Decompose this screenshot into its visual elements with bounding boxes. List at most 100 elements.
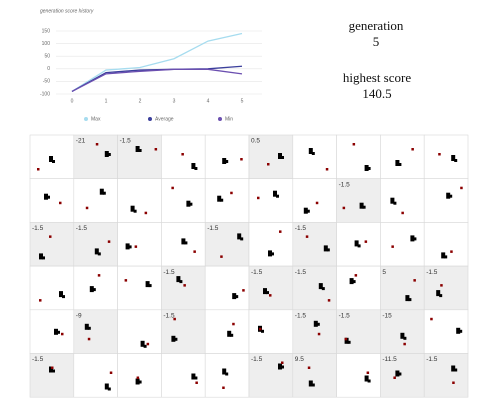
food: [181, 153, 184, 156]
food: [183, 284, 186, 287]
food: [95, 143, 99, 146]
legend-swatch: [218, 117, 222, 121]
cell-score: -1.5: [295, 225, 307, 232]
series-line: [71, 68, 243, 93]
food: [87, 337, 91, 341]
snake: [311, 152, 315, 155]
food: [257, 196, 260, 200]
snake: [446, 192, 451, 199]
legend-swatch: [84, 117, 88, 121]
game-cell: [248, 178, 294, 223]
game-cell: [73, 222, 118, 267]
food: [267, 163, 270, 166]
snake: [179, 280, 183, 284]
food: [438, 153, 441, 156]
food: [344, 337, 348, 341]
food: [342, 206, 346, 210]
game-cell: [161, 353, 206, 398]
snake: [240, 237, 244, 241]
snake: [410, 235, 415, 242]
snake: [57, 330, 60, 334]
game-cell: [161, 134, 206, 180]
game-cell: [292, 222, 337, 267]
food: [136, 376, 140, 379]
snake: [135, 146, 140, 152]
snake: [362, 205, 366, 209]
game-cell: [117, 309, 162, 354]
cell-score: -1.5: [251, 269, 263, 276]
food: [230, 191, 233, 195]
cell-score: -1.5: [339, 313, 351, 320]
game-cell: [29, 265, 75, 311]
snake: [220, 198, 224, 202]
x-tick-label: 5: [241, 98, 244, 104]
cell-score: -1.5: [339, 181, 351, 188]
cell-score: -1.5: [163, 313, 175, 320]
cell-score: -1.5: [426, 269, 438, 276]
snake: [138, 380, 142, 384]
game-cell: [380, 134, 425, 180]
food: [242, 289, 245, 292]
snake: [225, 160, 229, 163]
snake: [439, 294, 443, 298]
game-cell: [423, 353, 469, 398]
food: [430, 317, 433, 321]
snake: [405, 295, 410, 302]
game-cell: [423, 222, 469, 267]
game-cell: [73, 353, 118, 398]
snake: [364, 375, 369, 382]
food: [411, 148, 414, 151]
game-cell: [248, 353, 294, 398]
food: [85, 206, 89, 210]
snake: [395, 160, 400, 166]
cell-score: -1.5: [295, 313, 307, 320]
snake: [140, 340, 145, 347]
game-cell: [380, 222, 425, 267]
game-cell: [380, 178, 425, 223]
snake: [87, 326, 91, 330]
snake: [403, 336, 407, 340]
snake: [441, 252, 446, 259]
snake: [44, 193, 48, 200]
cell-score: -1.5: [32, 225, 44, 232]
food: [403, 342, 406, 346]
game-cell: [292, 353, 337, 398]
snake: [138, 149, 142, 152]
food: [352, 143, 356, 146]
snake: [128, 245, 132, 249]
cell-score: -1.5: [163, 269, 175, 276]
cell-score: 5: [382, 269, 386, 276]
food: [37, 168, 40, 171]
snake: [104, 151, 109, 157]
snake: [278, 153, 282, 159]
food: [51, 366, 54, 369]
snake: [454, 368, 458, 372]
cell-score: -21: [76, 138, 86, 145]
snake: [222, 158, 227, 164]
snake: [49, 156, 53, 162]
cell-score: -9: [76, 313, 82, 320]
food: [124, 279, 128, 282]
snake: [276, 194, 279, 198]
snake: [268, 250, 272, 257]
game-cell: [117, 265, 162, 311]
snake: [364, 165, 369, 171]
snake: [186, 200, 191, 207]
food: [220, 255, 223, 258]
snake: [352, 280, 356, 284]
snake: [281, 156, 284, 159]
food: [259, 327, 262, 331]
cell-score: 9.5: [295, 356, 304, 363]
game-cell: [292, 265, 337, 311]
food: [393, 376, 396, 379]
game-cell: [292, 309, 337, 354]
snake: [171, 335, 176, 342]
game-cell: [117, 353, 162, 398]
food: [305, 235, 309, 238]
snake: [225, 372, 229, 376]
snake: [326, 248, 330, 252]
x-tick-label: 4: [207, 98, 210, 104]
game-cell: [117, 178, 162, 223]
game-cell: [204, 222, 250, 267]
game-cell: [204, 178, 250, 223]
